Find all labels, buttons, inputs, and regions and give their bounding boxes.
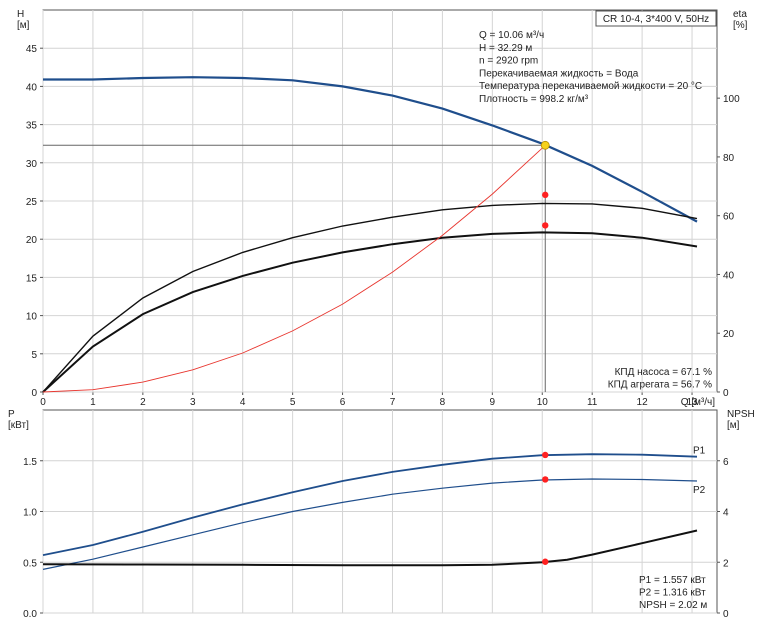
x-tick-label: 2 [140,397,146,408]
h-tick-label: 35 [26,121,38,132]
h-tick-label: 45 [26,44,38,55]
title-box [595,10,717,27]
info-line: Перекачиваемая жидкость = Вода [479,68,639,79]
info-line: H = 32.29 м [479,43,532,54]
h-tick-label: 10 [26,312,38,323]
info-line: Плотность = 998.2 кг/м³ [479,94,589,105]
h-tick-label: 30 [26,159,38,170]
h-tick-label: 15 [26,273,38,284]
operating-point-h [540,140,550,150]
curve-eta-pump [42,202,698,393]
curve-P1 [42,453,698,556]
h-axis-label: [м] [17,20,30,31]
x-tick-label: 10 [537,397,549,408]
h-tick-label: 0 [31,388,37,399]
eta-tick-label: 80 [723,153,735,164]
npsh-axis-label: [м] [727,420,740,431]
operating-point-p2 [542,476,549,483]
curve-P2 [42,478,698,570]
power-info-line: P2 = 1.316 кВт [639,588,706,599]
eta-tick-label: 100 [723,94,740,105]
x-tick-label: 6 [340,397,346,408]
x-tick-label: 8 [440,397,446,408]
p-tick-label: 1.0 [23,508,37,519]
x-tick-label: 0 [40,397,46,408]
h-tick-label: 40 [26,82,38,93]
npsh-tick-label: 2 [723,558,729,569]
p-tick-label: 0.0 [23,609,37,620]
q-axis-label: Q [м³/ч] [681,397,716,408]
info-line: Q = 10.06 м³/ч [479,30,544,41]
chart-title: CR 10-4, 3*400 V, 50Hz [603,14,709,25]
curve-system [42,144,546,393]
curve-eta-unit [42,231,698,393]
x-tick-label: 5 [290,397,296,408]
eta-tick-label: 20 [723,329,735,340]
x-tick-label: 9 [490,397,496,408]
x-tick-label: 13 [686,397,698,408]
eta-tick-label: 40 [723,270,735,281]
x-tick-label: 3 [190,397,196,408]
power-info-line: NPSH = 2.02 м [639,600,707,611]
eta-tick-label: 0 [723,388,729,399]
operating-point-eta-pump [542,191,549,199]
power-info-line: P1 = 1.557 кВт [639,575,706,586]
operating-point-npsh [542,558,549,565]
x-tick-label: 7 [390,397,396,408]
x-tick-label: 1 [90,397,96,408]
npsh-axis-label: NPSH [727,409,755,420]
curve-NPSH [42,529,698,567]
h-tick-label: 20 [26,235,38,246]
eta-tick-label: 60 [723,212,735,223]
p-axis-label: P [8,409,15,420]
h-tick-label: 5 [31,350,37,361]
p-axis-label: [кВт] [8,420,29,431]
operating-point-eta-unit [542,222,549,229]
efficiency-line: КПД агрегата = 56.7 % [608,380,712,391]
eta-axis-label: [%] [733,20,748,31]
x-tick-label: 12 [637,397,649,408]
eta-axis-label: eta [733,9,747,20]
npsh-tick-label: 6 [723,457,729,468]
p-tick-label: 0.5 [23,558,37,569]
series-label-p2: P2 [693,485,706,496]
info-line: n = 2920 rpm [479,56,538,67]
p-tick-label: 1.5 [23,457,37,468]
x-tick-label: 11 [587,397,598,408]
curve-H [43,76,698,223]
npsh-tick-label: 4 [723,508,729,519]
series-label-p1: P1 [693,446,706,457]
npsh-tick-label: 0 [723,609,729,620]
efficiency-line: КПД насоса = 67.1 % [615,367,713,378]
info-line: Температура перекачиваемой жидкости = 20… [479,81,702,92]
h-tick-label: 25 [26,197,38,208]
h-axis-label: H [17,9,24,20]
operating-point-p1 [542,451,549,459]
x-tick-label: 4 [240,397,246,408]
